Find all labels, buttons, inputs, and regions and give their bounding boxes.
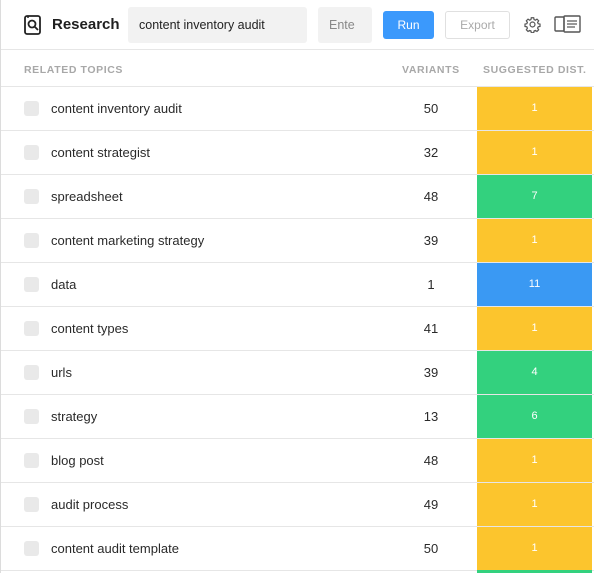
table-row[interactable]: urls 39 4 [1,351,594,395]
topic-cell: content audit template [51,541,179,556]
dist-cell: 4 [477,351,592,394]
column-header-variants[interactable]: VARIANTS [402,64,460,76]
row-checkbox[interactable] [24,541,39,556]
row-checkbox[interactable] [24,453,39,468]
table-row[interactable]: content marketing strategy 39 1 [1,219,594,263]
table-row[interactable]: spreadsheet 48 7 [1,175,594,219]
table-row[interactable]: blog post 48 1 [1,439,594,483]
table-row[interactable]: audit process 49 1 [1,483,594,527]
dist-cell: 1 [477,131,592,174]
row-checkbox[interactable] [24,409,39,424]
toolbar: Research content inventory audit US Run … [1,0,594,50]
table-row[interactable]: content audit template 50 1 [1,527,594,571]
research-logo-icon [24,15,41,35]
dist-cell: 1 [477,439,592,482]
secondary-input[interactable] [318,7,372,43]
dist-cell: 1 [477,219,592,262]
variants-cell: 48 [423,189,439,204]
column-header-topics[interactable]: RELATED TOPICS [24,64,124,76]
table-row[interactable]: content types 41 1 [1,307,594,351]
row-checkbox[interactable] [24,497,39,512]
row-checkbox[interactable] [24,365,39,380]
dist-cell: 1 [477,307,592,350]
table-row[interactable]: data 1 11 [1,263,594,307]
dist-cell: 1 [477,527,592,570]
dist-cell: 1 [477,483,592,526]
topic-cell: content marketing strategy [51,233,205,248]
dist-cell: 7 [477,175,592,218]
gear-icon[interactable] [524,16,541,33]
dist-cell: 11 [477,263,592,306]
topic-cell: audit process [51,497,129,512]
topic-cell: urls [51,365,72,380]
variants-cell: 49 [423,497,439,512]
variants-cell: 1 [427,277,435,292]
run-button[interactable]: Run [383,11,434,39]
row-checkbox[interactable] [24,233,39,248]
app-title: Research [52,16,120,33]
topic-cell: data [51,277,77,292]
topic-cell: blog post [51,453,104,468]
export-button[interactable]: Export [445,11,510,39]
next-row-dist-indicator [477,570,592,573]
variants-cell: 50 [423,541,439,556]
table-header: RELATED TOPICS VARIANTS SUGGESTED DIST. [1,50,594,87]
row-checkbox[interactable] [24,277,39,292]
topic-cell: spreadsheet [51,189,123,204]
row-checkbox[interactable] [24,321,39,336]
topic-cell: strategy [51,409,98,424]
panel-icon[interactable] [554,15,581,34]
dist-cell: 6 [477,395,592,438]
variants-cell: 39 [423,233,439,248]
variants-cell: 48 [423,453,439,468]
row-checkbox[interactable] [24,189,39,204]
variants-cell: 32 [423,145,439,160]
table-row[interactable]: strategy 13 6 [1,395,594,439]
variants-cell: 41 [423,321,439,336]
row-checkbox[interactable] [24,101,39,116]
topic-cell: content inventory audit [51,101,182,116]
variants-cell: 50 [423,101,439,116]
column-header-suggested-dist[interactable]: SUGGESTED DIST. [483,64,587,76]
search-value[interactable]: content inventory audit [139,18,265,32]
dist-cell: 1 [477,87,592,130]
table-row[interactable]: content inventory audit 50 1 [1,87,594,131]
row-checkbox[interactable] [24,145,39,160]
topic-cell: content strategist [51,145,150,160]
variants-cell: 13 [423,409,439,424]
table-row[interactable]: content strategist 32 1 [1,131,594,175]
topic-cell: content types [51,321,129,336]
variants-cell: 39 [423,365,439,380]
search-input[interactable]: content inventory audit US [128,7,424,43]
